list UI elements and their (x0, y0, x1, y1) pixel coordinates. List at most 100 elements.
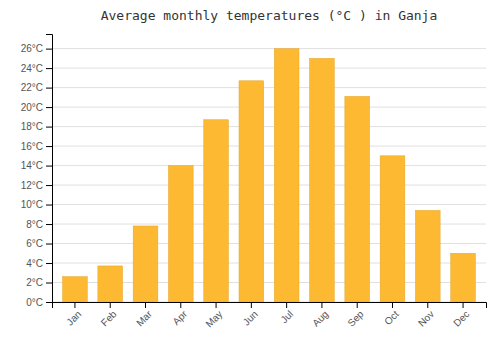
x-tick: Mar (134, 302, 154, 328)
chart: 0°C 2°C 4°C 6°C 8°C 10°C 12°C 14°C 16°C 18°C 20°C 2… (0, 0, 500, 350)
x-tick: Jan (64, 302, 83, 328)
bar (204, 120, 229, 302)
y-tick: 2°C (26, 277, 52, 288)
y-tick-mark (46, 68, 52, 69)
grid-line (52, 87, 486, 88)
x-tick-mark (145, 302, 146, 308)
x-tick-label: Feb (99, 308, 119, 328)
bar (98, 266, 123, 302)
y-tick-mark (46, 107, 52, 108)
grid-line (52, 204, 486, 205)
grid-line (52, 185, 486, 186)
x-tick: Apr (170, 302, 189, 327)
x-tick-label: Aug (310, 308, 330, 328)
y-tick-label: 4°C (26, 258, 43, 269)
y-tick-label: 6°C (26, 238, 43, 249)
x-tick-label: Apr (170, 308, 189, 327)
y-tick-label: 2°C (26, 277, 43, 288)
bars (63, 49, 476, 302)
y-axis-line (46, 35, 53, 303)
x-tick-label: Dec (451, 308, 471, 328)
bar (451, 253, 476, 302)
y-axis: 0°C 2°C 4°C 6°C 8°C 10°C 12°C 14°C 16°C 18°C 20°C 2… (21, 35, 53, 308)
x-tick-label: Jan (64, 308, 83, 327)
y-tick-mark (46, 88, 52, 89)
x-tick-mark (286, 302, 287, 308)
bar (310, 58, 335, 302)
x-tick-mark (74, 302, 75, 308)
grid-line (52, 146, 486, 147)
y-tick-mark (46, 302, 52, 303)
x-tick-mark (463, 302, 464, 308)
bar (168, 166, 193, 302)
x-tick-mark (357, 302, 358, 308)
y-tick: 0°C (26, 297, 52, 308)
grid-line (52, 107, 486, 108)
y-tick-mark (46, 244, 52, 245)
y-tick: 4°C (26, 258, 52, 269)
x-tick-mark (110, 302, 111, 308)
x-tick: May (203, 302, 224, 330)
x-tick: Feb (99, 302, 119, 328)
y-tick-label: 22°C (21, 82, 43, 93)
y-tick-label: 8°C (26, 219, 43, 230)
bar (239, 81, 264, 302)
y-tick-label: 24°C (21, 63, 43, 74)
grid-line (52, 165, 486, 166)
x-tick-label: Jun (241, 308, 260, 327)
title: Average monthly temperatures (°C ) in Ga… (101, 8, 438, 23)
y-tick: 8°C (26, 219, 52, 230)
y-tick-label: 12°C (21, 180, 43, 191)
bar (63, 277, 88, 302)
x-tick-label: Jul (278, 308, 295, 325)
x-tick-label: May (203, 308, 224, 329)
y-tick-label: 20°C (21, 102, 43, 113)
y-tick: 14°C (21, 160, 52, 171)
y-tick: 24°C (21, 63, 52, 74)
x-tick-mark (251, 302, 252, 308)
y-tick-label: 26°C (21, 43, 43, 54)
x-tick: Jul (278, 302, 295, 325)
y-tick: 12°C (21, 180, 52, 191)
x-tick: Aug (310, 302, 330, 329)
y-tick: 16°C (21, 141, 52, 152)
y-tick: 10°C (21, 199, 52, 210)
x-axis: Jan Feb Mar Apr May Jun Jul Aug Sep Oct Nov Dec (53, 302, 487, 330)
bar (274, 49, 299, 302)
y-tick-label: 10°C (21, 199, 43, 210)
y-tick-mark (46, 127, 52, 128)
bar (345, 96, 370, 302)
plot: 0°C 2°C 4°C 6°C 8°C 10°C 12°C 14°C 16°C 18°C 20°C 2… (21, 35, 487, 330)
x-tick: Dec (451, 302, 471, 329)
bar (415, 210, 440, 302)
x-tick-mark (392, 302, 393, 308)
grid-line (52, 48, 486, 49)
x-tick: Sep (345, 302, 366, 329)
y-tick-mark (46, 224, 52, 225)
bar (380, 156, 405, 302)
y-tick-mark (46, 205, 52, 206)
y-tick: 26°C (21, 43, 52, 54)
x-tick: Oct (382, 302, 401, 327)
x-tick-mark (180, 302, 181, 308)
x-tick-mark (427, 302, 428, 308)
y-tick-label: 14°C (21, 160, 43, 171)
y-tick: 20°C (21, 102, 52, 113)
y-tick-label: 0°C (26, 297, 43, 308)
grid-line (52, 68, 486, 69)
x-tick-label: Nov (416, 308, 436, 328)
y-tick-mark (46, 146, 52, 147)
y-tick: 22°C (21, 82, 52, 93)
x-tick: Jun (241, 302, 260, 328)
y-tick-mark (46, 283, 52, 284)
x-tick-mark (216, 302, 217, 308)
y-tick-label: 18°C (21, 121, 43, 132)
bar (133, 226, 158, 302)
y-tick: 18°C (21, 121, 52, 132)
grid (52, 49, 486, 302)
y-tick-label: 16°C (21, 141, 43, 152)
y-tick: 6°C (26, 238, 52, 249)
x-tick-label: Mar (134, 308, 154, 328)
x-tick-label: Oct (382, 308, 401, 327)
x-axis-line (53, 303, 487, 309)
